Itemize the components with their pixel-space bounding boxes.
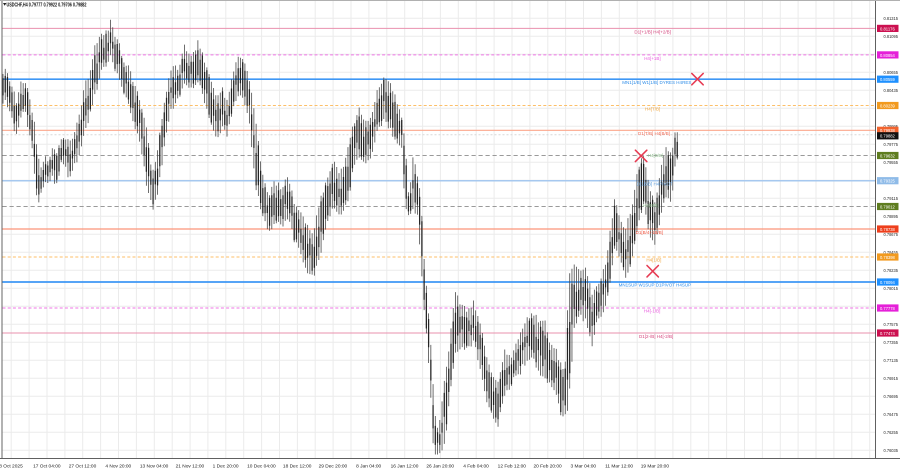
svg-text:H4[1/B]: H4[1/B] <box>646 258 661 263</box>
svg-text:H4[+1B]: H4[+1B] <box>644 56 660 61</box>
svg-text:3 Mar 04:00: 3 Mar 04:00 <box>570 464 596 470</box>
svg-text:0.79938: 0.79938 <box>880 128 895 134</box>
svg-text:0.79325: 0.79325 <box>880 179 895 185</box>
svg-text:12 Feb 12:00: 12 Feb 12:00 <box>498 464 527 470</box>
svg-text:0.79775: 0.79775 <box>884 142 899 148</box>
svg-text:0.78094: 0.78094 <box>880 280 895 286</box>
svg-text:D1[T/B] H4[B/B]: D1[T/B] H4[B/B] <box>638 131 670 136</box>
svg-text:29 Dec 20:00: 29 Dec 20:00 <box>319 464 348 470</box>
svg-text:0.78398: 0.78398 <box>880 255 895 261</box>
svg-text:0.77778: 0.77778 <box>880 306 895 312</box>
svg-text:0.78738: 0.78738 <box>880 227 895 233</box>
svg-text:0.79115: 0.79115 <box>884 196 899 202</box>
svg-text:0.76915: 0.76915 <box>884 376 899 382</box>
svg-text:MN1SUP W1SUP D1PIVOT H4SUP: MN1SUP W1SUP D1PIVOT H4SUP <box>619 283 692 288</box>
svg-text:0.78675: 0.78675 <box>884 232 899 238</box>
svg-text:16 Jan 12:00: 16 Jan 12:00 <box>391 464 419 470</box>
svg-text:0.79632: 0.79632 <box>880 153 895 159</box>
svg-text:0.78235: 0.78235 <box>884 268 899 274</box>
svg-text:21 Nov 12:00: 21 Nov 12:00 <box>176 464 205 470</box>
svg-text:USDCHF,H4 0.79777 0.79922 0.79: USDCHF,H4 0.79777 0.79922 0.79706 0.7988… <box>7 3 87 9</box>
svg-text:0.80655: 0.80655 <box>884 70 899 76</box>
svg-text:0.79012: 0.79012 <box>880 204 895 210</box>
svg-text:10 Dec 04:00: 10 Dec 04:00 <box>247 464 276 470</box>
svg-text:0.78015: 0.78015 <box>884 286 899 292</box>
svg-text:0.78895: 0.78895 <box>884 214 899 220</box>
svg-text:4 Feb 04:00: 4 Feb 04:00 <box>463 464 489 470</box>
svg-text:8 Jan 04:00: 8 Jan 04:00 <box>356 464 381 470</box>
svg-text:0.80854: 0.80854 <box>880 53 895 59</box>
svg-text:0.76255: 0.76255 <box>884 430 899 436</box>
svg-text:0.77355: 0.77355 <box>884 340 899 346</box>
svg-text:19 Mar 20:00: 19 Mar 20:00 <box>641 464 670 470</box>
svg-text:D1[+1/B] H4[+2/B]: D1[+1/B] H4[+2/B] <box>634 29 671 34</box>
svg-text:H4[B/B]: H4[B/B] <box>648 153 664 158</box>
svg-text:4 Nov 20:00: 4 Nov 20:00 <box>105 464 131 470</box>
svg-text:0.80435: 0.80435 <box>884 88 899 94</box>
svg-text:26 Jan 20:00: 26 Jan 20:00 <box>426 464 454 470</box>
svg-text:D1[B/4+1B/B]: D1[B/4+1B/B] <box>636 230 663 235</box>
svg-text:MN1[1/B] W1[1/B] DYRES H4RES: MN1[1/B] W1[1/B] DYRES H4RES <box>622 80 691 85</box>
svg-text:0.81095: 0.81095 <box>884 34 899 40</box>
svg-text:1 Dec 20:00: 1 Dec 20:00 <box>213 464 239 470</box>
svg-text:0.80559: 0.80559 <box>880 77 895 83</box>
svg-text:27 Oct 12:00: 27 Oct 12:00 <box>69 464 97 470</box>
svg-text:H4[-1/B]: H4[-1/B] <box>644 309 661 314</box>
svg-text:0.77575: 0.77575 <box>884 322 899 328</box>
svg-text:D[1B/B] H4PIVOT: D[1B/B] H4PIVOT <box>637 182 673 187</box>
svg-text:0.79555: 0.79555 <box>884 160 899 166</box>
svg-text:0.79882: 0.79882 <box>880 134 895 140</box>
svg-text:17 Oct 04:00: 17 Oct 04:00 <box>33 464 61 470</box>
svg-text:0.76475: 0.76475 <box>884 412 899 418</box>
svg-text:0.81176: 0.81176 <box>880 26 895 32</box>
svg-text:18 Dec 12:00: 18 Dec 12:00 <box>283 464 312 470</box>
svg-text:20 Feb 20:00: 20 Feb 20:00 <box>533 464 562 470</box>
svg-text:8 Oct 2025: 8 Oct 2025 <box>0 464 23 470</box>
svg-text:0.76035: 0.76035 <box>884 448 899 454</box>
svg-text:0.77135: 0.77135 <box>884 358 899 364</box>
svg-text:0.78455: 0.78455 <box>884 250 899 256</box>
svg-text:11 Mar 12:00: 11 Mar 12:00 <box>605 464 633 470</box>
svg-text:13 Nov 04:00: 13 Nov 04:00 <box>140 464 169 470</box>
svg-text:D1[2-/B] H4[-2/B]: D1[2-/B] H4[-2/B] <box>639 334 673 339</box>
svg-text:0.80239: 0.80239 <box>880 103 895 109</box>
svg-text:0.81315: 0.81315 <box>884 16 899 22</box>
svg-text:0.77474: 0.77474 <box>880 331 895 337</box>
svg-text:H4[B/B]: H4[B/B] <box>643 203 659 208</box>
svg-text:H4[T/B]: H4[T/B] <box>645 106 660 111</box>
svg-text:0.76695: 0.76695 <box>884 394 899 400</box>
